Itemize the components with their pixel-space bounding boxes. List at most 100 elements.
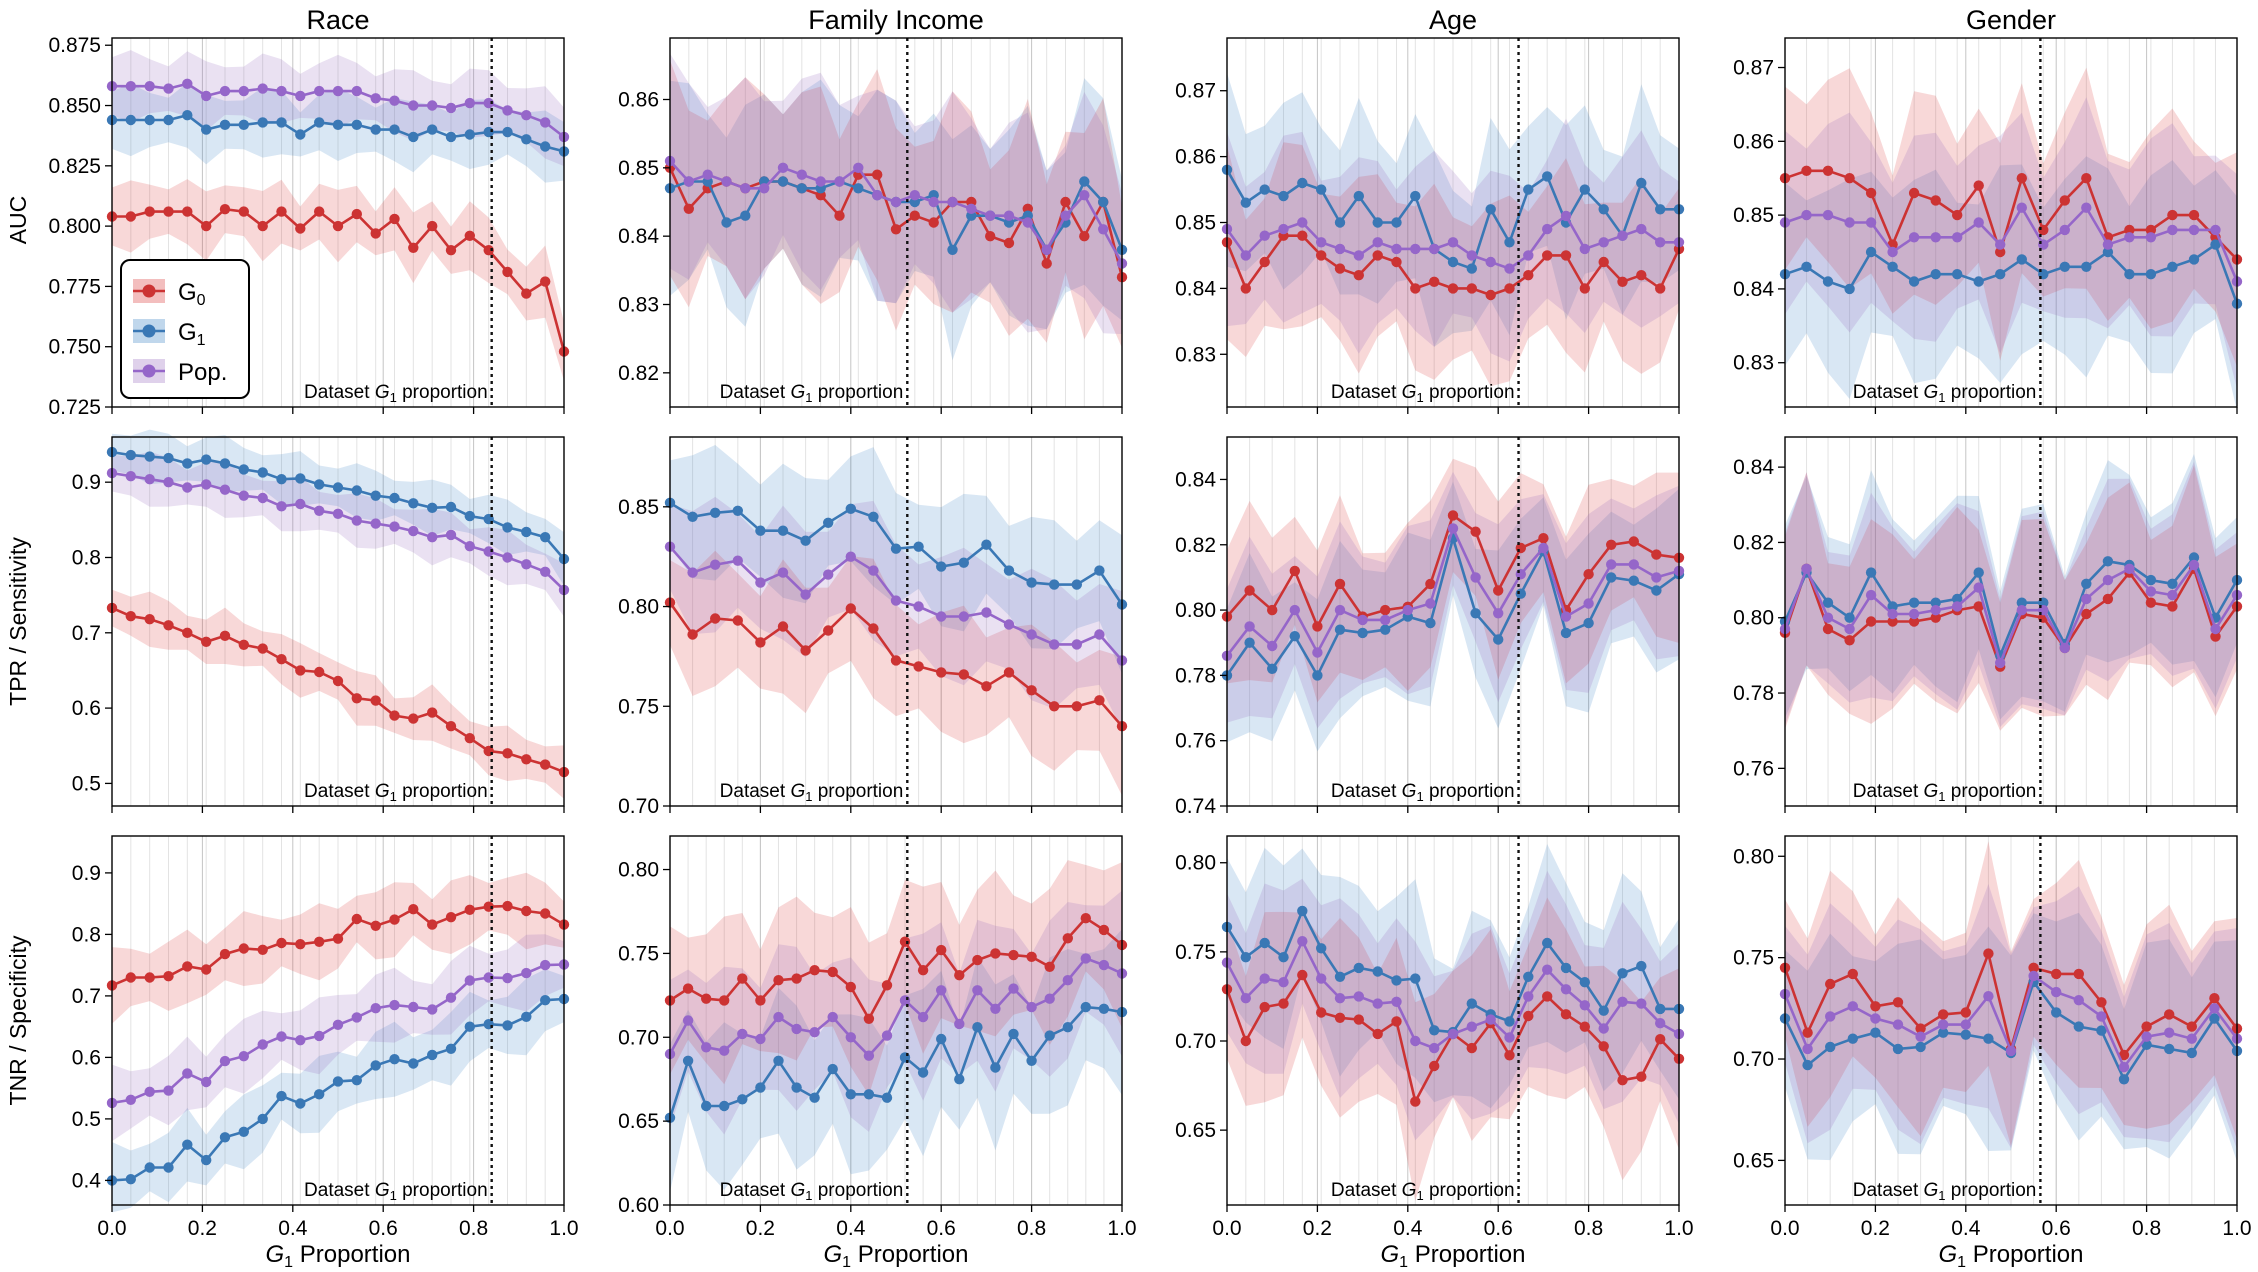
y-tick-label: 0.5 [72, 1108, 101, 1131]
point-Pop [913, 601, 924, 612]
point-G1 [257, 467, 268, 478]
point-G0 [1887, 616, 1898, 627]
point-G1 [1410, 973, 1421, 984]
point-Pop [540, 117, 551, 128]
point-Pop [427, 1004, 438, 1015]
point-G1 [687, 511, 698, 522]
point-G0 [201, 220, 212, 232]
point-G0 [1973, 601, 1984, 612]
point-G0 [2059, 195, 2070, 206]
point-Pop [845, 1032, 856, 1043]
point-G0 [1353, 270, 1365, 281]
point-G1 [947, 244, 958, 255]
point-Pop [863, 1050, 875, 1061]
point-G1 [1098, 196, 1109, 208]
point-G1 [2096, 1025, 2107, 1036]
point-Pop [125, 1094, 136, 1106]
point-G0 [1938, 1009, 1949, 1020]
y-tick-label: 0.76 [1733, 757, 1774, 780]
point-G1 [1334, 624, 1346, 635]
point-G0 [1297, 969, 1308, 981]
point-G0 [1240, 1035, 1252, 1047]
point-G1 [219, 119, 231, 130]
point-G1 [981, 539, 992, 550]
point-Pop [2073, 995, 2084, 1006]
point-Pop [257, 492, 268, 504]
y-tick-label: 0.6 [72, 1046, 101, 1069]
point-G0 [332, 220, 344, 232]
point-G0 [521, 288, 532, 299]
y-tick-label: 0.84 [1733, 278, 1774, 301]
point-Pop [1515, 569, 1527, 580]
y-tick-label: 0.750 [48, 336, 101, 359]
point-Pop [1504, 1032, 1515, 1043]
point-Pop [2164, 1027, 2175, 1038]
point-G0 [687, 629, 698, 640]
point-Pop [219, 484, 231, 495]
subplot-title: Race [306, 5, 369, 35]
dataset-proportion-label: Dataset G1 proportion [720, 382, 904, 405]
axes-frame [1784, 436, 2238, 807]
point-Pop [1357, 614, 1368, 626]
point-G1 [2081, 578, 2092, 589]
point-Pop [1079, 190, 1090, 201]
point-G0 [144, 206, 155, 217]
y-tick-label: 0.80 [1733, 845, 1774, 868]
point-G1 [314, 1089, 325, 1100]
point-Pop [238, 85, 249, 97]
point-G1 [936, 1033, 947, 1045]
point-G0 [1410, 1096, 1421, 1107]
point-G0 [1892, 997, 1904, 1008]
point-G0 [1267, 604, 1278, 616]
y-tick-label: 0.80 [618, 859, 659, 882]
point-G0 [1628, 536, 1640, 547]
point-Pop [483, 97, 494, 109]
point-Pop [408, 525, 419, 537]
point-G1 [2102, 246, 2114, 258]
point-Pop [1062, 975, 1074, 986]
point-Pop [1071, 639, 1083, 650]
y-tick-label: 0.60 [618, 1194, 659, 1217]
point-Pop [1049, 639, 1060, 650]
point-Pop [1801, 563, 1812, 574]
point-G1 [408, 498, 419, 509]
x-axis-label: G1 Proportion [1381, 1241, 1526, 1271]
point-G1 [1995, 269, 2006, 280]
point-G0 [219, 630, 231, 641]
point-G1 [1583, 617, 1594, 629]
point-G0 [981, 681, 992, 692]
point-Pop [408, 1001, 419, 1013]
band-G1 [1785, 156, 2237, 411]
y-tick-label: 0.70 [618, 795, 659, 818]
x-tick-label: 0.0 [1770, 1217, 1799, 1240]
point-Pop [445, 992, 457, 1003]
point-Pop [827, 1011, 838, 1023]
point-G0 [2081, 173, 2092, 184]
point-G1 [1278, 952, 1289, 963]
point-Pop [683, 176, 694, 187]
point-G0 [1636, 270, 1647, 281]
point-G0 [1636, 1071, 1647, 1082]
x-tick-label: 0.0 [1212, 1217, 1241, 1240]
point-G0 [2016, 173, 2028, 184]
point-G1 [389, 1054, 400, 1065]
point-G1 [1297, 905, 1308, 917]
point-G1 [1651, 585, 1662, 596]
point-Pop [2209, 1003, 2220, 1014]
point-Pop [1560, 611, 1572, 622]
legend-label-Pop: Pop. [178, 359, 227, 386]
axes-frame [1226, 835, 1680, 1206]
point-G1 [936, 561, 947, 572]
y-tick-label: 0.7 [72, 985, 101, 1008]
x-tick-label: 0.8 [1574, 1217, 1603, 1240]
point-G0 [1908, 187, 1920, 199]
point-G0 [1960, 1007, 1972, 1018]
point-Pop [276, 1031, 287, 1042]
point-G0 [1353, 1014, 1365, 1025]
point-G1 [238, 1126, 249, 1138]
point-G0 [809, 965, 820, 976]
point-G1 [2016, 254, 2028, 265]
x-tick-label: 0.4 [836, 1217, 866, 1240]
point-G1 [2102, 556, 2114, 567]
point-G0 [276, 937, 287, 949]
